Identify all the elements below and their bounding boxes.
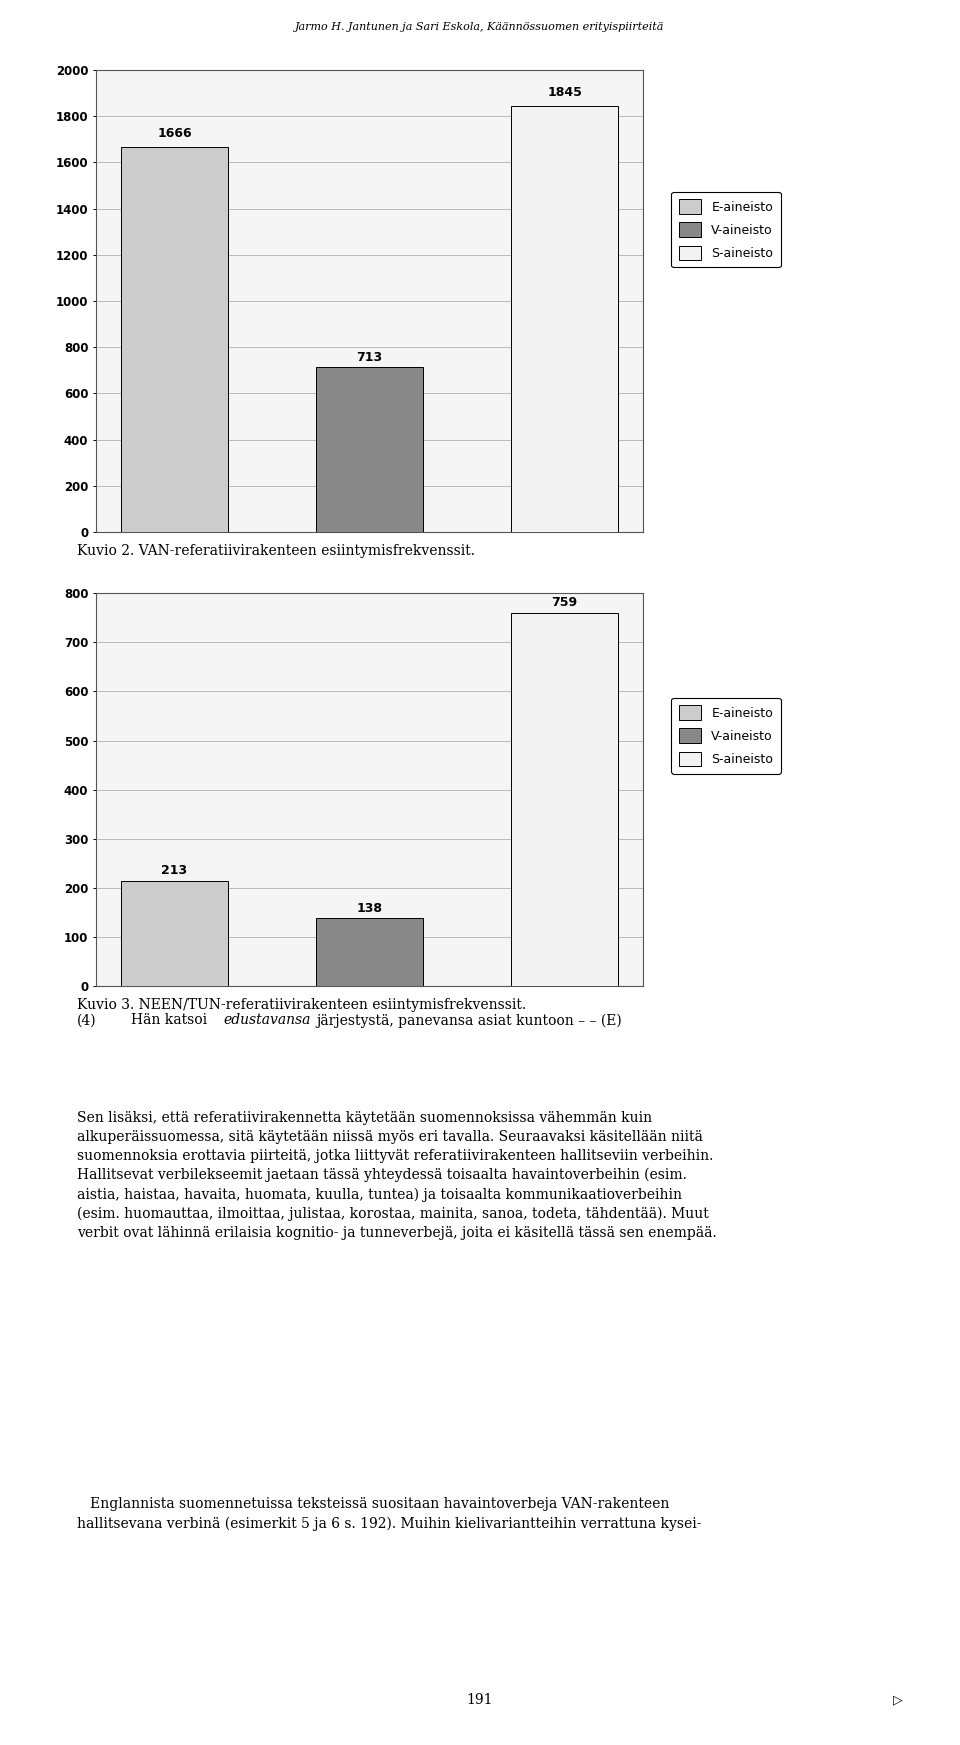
Bar — [316, 368, 423, 532]
Bar — [511, 106, 618, 532]
Text: järjestystä, panevansa asiat kuntoon – – (E): järjestystä, panevansa asiat kuntoon – –… — [316, 1014, 622, 1028]
Text: Hän katsoi: Hän katsoi — [132, 1014, 212, 1028]
Text: Jarmo H. Jantunen ja Sari Eskola, Käännössuomen erityispiirteitä: Jarmo H. Jantunen ja Sari Eskola, Käännö… — [296, 23, 664, 31]
Text: 1845: 1845 — [547, 86, 582, 99]
Text: Kuvio 3. NEEN/TUN-referatiivirakenteen esiintymisfrekvenssit.: Kuvio 3. NEEN/TUN-referatiivirakenteen e… — [77, 998, 526, 1012]
Bar — [316, 918, 423, 986]
Text: 1666: 1666 — [157, 127, 192, 140]
Bar — [121, 147, 228, 532]
Legend: E-aineisto, V-aineisto, S-aineisto: E-aineisto, V-aineisto, S-aineisto — [671, 192, 780, 267]
Text: Kuvio 2. VAN-referatiivirakenteen esiintymisfrekvenssit.: Kuvio 2. VAN-referatiivirakenteen esiint… — [77, 544, 475, 558]
Text: 191: 191 — [467, 1693, 493, 1707]
Bar — [511, 614, 618, 986]
Text: ▷: ▷ — [893, 1694, 902, 1707]
Bar — [121, 881, 228, 986]
Text: 213: 213 — [161, 864, 187, 878]
Text: (4): (4) — [77, 1014, 96, 1028]
Legend: E-aineisto, V-aineisto, S-aineisto: E-aineisto, V-aineisto, S-aineisto — [671, 698, 780, 773]
Text: edustavansa: edustavansa — [224, 1014, 311, 1028]
Text: 759: 759 — [552, 595, 578, 609]
Text: 138: 138 — [356, 902, 383, 914]
Text: 713: 713 — [356, 351, 383, 365]
Text: Englannista suomennetuissa teksteissä suositaan havaintoverbeja VAN-rakenteen
ha: Englannista suomennetuissa teksteissä su… — [77, 1497, 702, 1530]
Text: Sen lisäksi, että referatiivirakennetta käytetään suomennoksissa vähemmän kuin
a: Sen lisäksi, että referatiivirakennetta … — [77, 1112, 716, 1241]
